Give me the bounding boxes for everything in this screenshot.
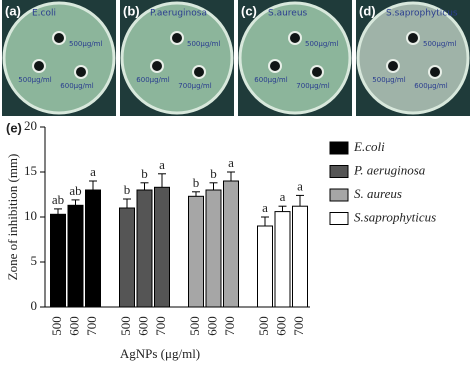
- panel-label: (c): [241, 3, 257, 18]
- x-tick-label: 500: [187, 316, 202, 336]
- y-tick-label: 5: [31, 253, 38, 268]
- well-core: [290, 33, 300, 43]
- panel-label: (a): [5, 3, 21, 18]
- x-tick-label: 700: [84, 316, 99, 336]
- well-core: [430, 67, 440, 77]
- panel-label: (e): [6, 120, 22, 135]
- well-label: 600μg/ml: [414, 82, 447, 90]
- bar: [205, 189, 222, 308]
- well-label: 500μg/ml: [372, 76, 405, 84]
- significance-letter: ab: [69, 183, 81, 198]
- well-core: [270, 61, 280, 71]
- well-core: [54, 33, 64, 43]
- well-label: 600μg/ml: [136, 76, 169, 84]
- bar: [154, 186, 170, 308]
- bar: [50, 213, 66, 308]
- well-label: 500μg/ml: [187, 40, 220, 48]
- bar: [223, 180, 239, 308]
- legend-label: S.saprophyticus: [354, 209, 436, 224]
- bar: [274, 211, 291, 308]
- bar: [67, 204, 84, 308]
- legend-swatch: [329, 165, 349, 178]
- well-label: 600μg/ml: [254, 76, 287, 84]
- well-label: 500μg/ml: [305, 40, 338, 48]
- well-label: 700μg/ml: [178, 82, 211, 90]
- x-axis-label: AgNPs (μg/ml): [120, 346, 200, 361]
- well-core: [76, 67, 86, 77]
- well-label: 500μg/ml: [423, 40, 456, 48]
- well-core: [408, 33, 418, 43]
- legend-swatch: [329, 188, 349, 202]
- bar: [257, 225, 273, 308]
- well-label: 500μg/ml: [69, 40, 102, 48]
- petri-dish: [356, 1, 470, 115]
- significance-letter: b: [124, 182, 131, 197]
- significance-letter: b: [193, 175, 200, 190]
- y-axis-label: Zone of inhibition (mm): [5, 154, 20, 281]
- petri-dish: [238, 1, 352, 115]
- well-core: [34, 61, 44, 71]
- bar: [188, 195, 204, 308]
- panel-label: (d): [359, 3, 376, 18]
- significance-letter: a: [228, 155, 234, 170]
- bar: [136, 189, 153, 308]
- organism-label: S.aureus: [268, 9, 308, 19]
- legend-label: E.coli: [353, 139, 385, 154]
- x-tick-label: 600: [135, 316, 150, 336]
- x-tick-label: 500: [49, 316, 64, 336]
- significance-letter: a: [90, 164, 96, 179]
- panel-label: (b): [123, 3, 140, 18]
- well-core: [312, 67, 322, 77]
- significance-letter: a: [280, 189, 286, 204]
- petri-dish: [2, 1, 116, 115]
- well-core: [152, 61, 162, 71]
- y-tick-label: 10: [24, 208, 37, 223]
- well-core: [172, 33, 182, 43]
- y-tick-label: 0: [31, 298, 38, 313]
- x-tick-label: 600: [66, 316, 81, 336]
- significance-letter: a: [262, 200, 268, 215]
- well-label: 600μg/ml: [60, 82, 93, 90]
- well-label: 500μg/ml: [18, 76, 51, 84]
- y-tick-label: 15: [24, 163, 37, 178]
- x-tick-label: 600: [204, 316, 219, 336]
- x-tick-label: 700: [153, 316, 168, 336]
- bar: [292, 205, 308, 308]
- bar: [85, 189, 101, 308]
- organism-label: E.coli: [32, 9, 56, 19]
- well-label: 700μg/ml: [296, 82, 329, 90]
- well-core: [388, 61, 398, 71]
- well-core: [194, 67, 204, 77]
- significance-letter: ab: [52, 192, 64, 207]
- legend-label: S. aureus: [354, 186, 402, 201]
- legend-swatch: [329, 212, 349, 225]
- significance-letter: b: [141, 166, 148, 181]
- organism-label: P.aeruginosa: [150, 9, 207, 19]
- bar: [119, 207, 135, 308]
- x-tick-label: 500: [256, 316, 271, 336]
- x-tick-label: 700: [291, 316, 306, 336]
- y-tick-label: 20: [24, 118, 37, 133]
- x-tick-label: 700: [222, 316, 237, 336]
- x-tick-label: 600: [273, 316, 288, 336]
- significance-letter: b: [210, 166, 217, 181]
- organism-label: S.saprophyticus: [386, 9, 458, 19]
- petri-dish: [120, 1, 234, 115]
- significance-letter: a: [297, 178, 303, 193]
- legend-label: P. aeruginosa: [353, 162, 426, 177]
- x-tick-label: 500: [118, 316, 133, 336]
- significance-letter: a: [159, 157, 165, 172]
- legend-swatch: [329, 141, 349, 155]
